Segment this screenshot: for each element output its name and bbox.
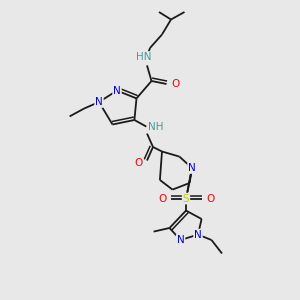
Text: N: N [194,230,202,240]
Text: N: N [113,85,121,96]
Text: HN: HN [136,52,152,62]
Text: O: O [134,158,142,169]
Text: NH: NH [148,122,163,133]
Text: O: O [158,194,166,204]
Text: N: N [177,235,184,245]
Text: S: S [183,194,189,204]
Text: O: O [206,194,215,204]
Text: N: N [95,97,103,107]
Text: N: N [188,163,196,173]
Text: O: O [171,79,179,89]
